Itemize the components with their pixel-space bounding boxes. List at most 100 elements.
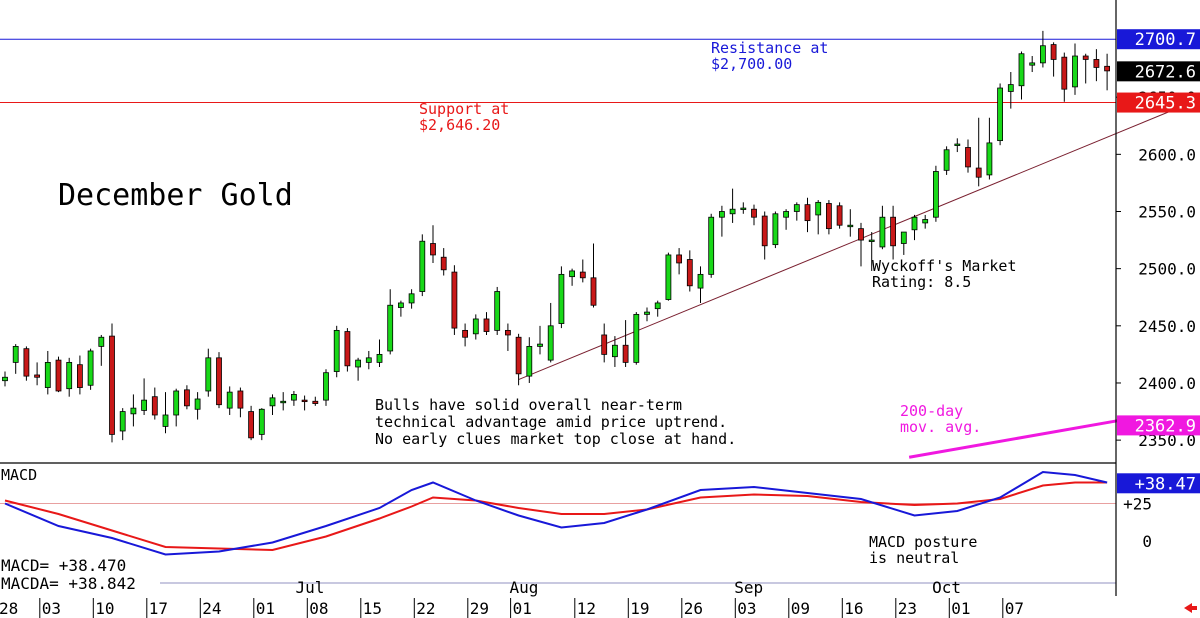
candle	[248, 405, 255, 441]
candle-body	[879, 216, 886, 248]
candle-body	[761, 215, 768, 247]
candle	[665, 252, 672, 301]
candle	[162, 392, 169, 434]
candle-body	[933, 171, 939, 218]
candle	[333, 325, 340, 378]
date-label: 03	[42, 599, 61, 618]
candle-body	[975, 167, 982, 178]
month-label: Sep	[734, 578, 763, 597]
candle	[312, 396, 319, 406]
candle	[676, 248, 682, 275]
candle-body	[836, 205, 843, 226]
candle	[130, 394, 137, 427]
date-label: 22	[416, 599, 435, 618]
candle-body	[654, 302, 661, 310]
candle	[633, 312, 640, 365]
uptrend-line	[518, 108, 1177, 381]
candle-body	[2, 376, 8, 382]
candle-body	[569, 270, 575, 278]
candle-body	[1061, 56, 1068, 90]
candle	[226, 386, 233, 415]
candle	[1018, 51, 1025, 100]
candle	[826, 200, 832, 235]
macd-tick-label: +25	[1123, 495, 1152, 514]
price-tick-label: 2600.0	[1138, 145, 1196, 164]
candle-body	[997, 87, 1003, 142]
candle	[109, 323, 115, 443]
date-label: 17	[149, 599, 168, 618]
candle	[783, 209, 789, 230]
candle	[622, 320, 629, 367]
candle	[954, 138, 961, 153]
candle	[933, 165, 939, 222]
candle	[77, 355, 83, 395]
date-label: 19	[630, 599, 649, 618]
price-marker-label: 2672.6	[1135, 62, 1196, 82]
candle-body	[729, 208, 736, 215]
candle-body	[537, 343, 543, 347]
candle	[408, 289, 415, 309]
price-marker: 2645.3	[1117, 92, 1200, 114]
candle	[419, 234, 426, 297]
candle	[761, 211, 768, 260]
candle-body	[387, 304, 394, 352]
candle-body	[119, 411, 126, 432]
candle	[547, 302, 554, 363]
candle	[772, 211, 779, 249]
macd-tick-label: 0	[1142, 532, 1152, 551]
candle	[151, 387, 158, 420]
macd-readout-bg	[0, 556, 160, 594]
candle-body	[1093, 59, 1100, 68]
price-marker: 2362.9	[1117, 415, 1200, 436]
candle-body	[355, 359, 362, 368]
candle-body	[783, 211, 789, 218]
candle-body	[365, 357, 372, 363]
candle-body	[376, 353, 383, 363]
candle	[66, 357, 73, 397]
candle	[23, 346, 30, 381]
candle-body	[751, 208, 757, 218]
ma200-label: 200-day mov. avg.	[900, 402, 981, 436]
candle	[965, 139, 971, 173]
date-label: 23	[898, 599, 917, 618]
candle-body	[526, 345, 533, 377]
candle	[194, 392, 201, 420]
macd-readout: MACD= +38.470 MACDA= +38.842	[0, 556, 160, 594]
candle	[1093, 49, 1100, 82]
candle-body	[676, 254, 682, 264]
candle-body	[44, 361, 51, 388]
price-marker-box	[1117, 61, 1200, 82]
candle-body	[226, 391, 233, 409]
price-tick-label: 2500.0	[1138, 260, 1196, 279]
candle	[537, 325, 543, 355]
candle	[119, 408, 126, 441]
candle	[365, 350, 372, 370]
macd-panel-label: MACD	[1, 466, 37, 484]
candle-body	[558, 273, 565, 324]
date-label: 15	[363, 599, 382, 618]
candle-body	[323, 372, 329, 401]
price-tick-label: 2400.0	[1138, 374, 1196, 393]
candle-body	[740, 207, 747, 210]
macd-panel	[0, 470, 1116, 556]
macd-marker: +38.47	[1117, 473, 1200, 494]
date-label: 12	[577, 599, 596, 618]
candle-body	[943, 149, 950, 171]
candle	[612, 336, 618, 367]
candle	[494, 286, 501, 335]
candle	[280, 392, 287, 411]
candle-body	[590, 277, 597, 306]
candle-body	[183, 389, 190, 407]
candle	[975, 117, 982, 187]
candle	[1104, 53, 1110, 91]
text-annotations: Resistance at $2,700.00 Support at $2,646.2…	[0, 39, 1017, 594]
candle	[44, 350, 51, 395]
candle	[430, 225, 436, 263]
candle-body	[205, 357, 212, 392]
candle-body	[23, 348, 30, 377]
candle	[729, 188, 736, 223]
price-panel	[0, 30, 1177, 459]
candle-body	[451, 271, 458, 329]
candle	[451, 265, 458, 335]
